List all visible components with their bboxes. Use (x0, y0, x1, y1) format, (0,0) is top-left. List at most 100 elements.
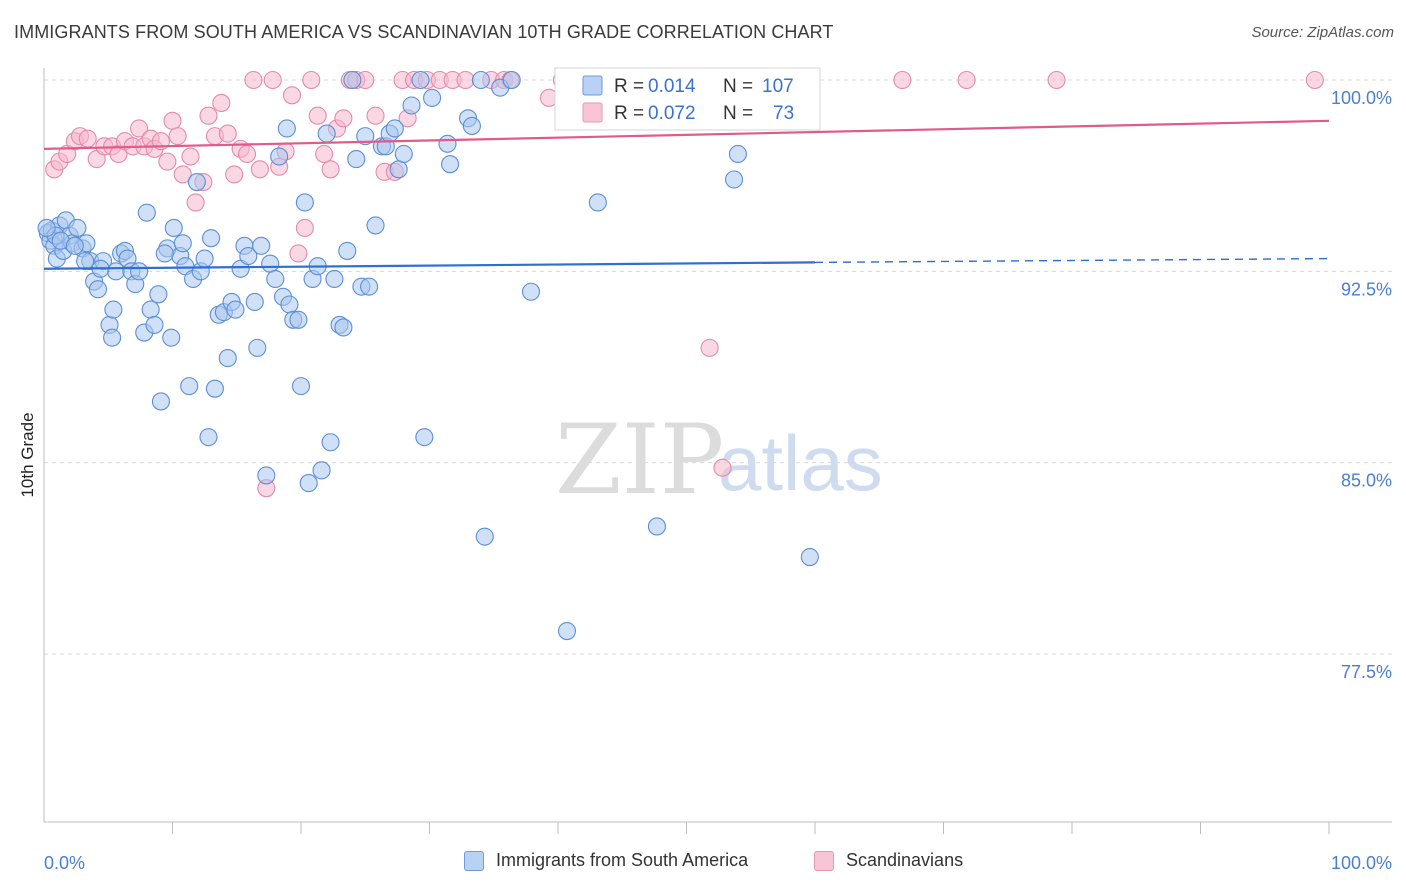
point-south-america-50 (226, 300, 245, 319)
point-south-america-91 (411, 70, 430, 90)
legend-n-value-1: 73 (773, 103, 794, 124)
point-scandinavian-12 (130, 119, 149, 138)
point-scandinavian-40 (302, 70, 321, 90)
point-south-america-63 (280, 295, 299, 314)
point-scandinavian-20 (173, 165, 192, 184)
point-south-america-36 (173, 234, 192, 253)
point-scandinavian-43 (321, 160, 340, 179)
point-south-america-81 (360, 277, 379, 296)
point-south-america-34 (164, 218, 183, 238)
trend-lines (43, 119, 1330, 270)
point-south-america-60 (270, 147, 289, 166)
point-south-america-48 (218, 349, 237, 368)
point-south-america-40 (187, 172, 206, 192)
point-south-america-44 (202, 229, 221, 248)
point-scandinavian-72 (1305, 70, 1324, 90)
point-scandinavian-67 (700, 338, 719, 357)
watermark: ZIP atlas (555, 404, 883, 516)
point-scandinavian-32 (250, 160, 269, 179)
legend-swatch-pink (582, 102, 603, 123)
x-tick-label-1: 100.0% (1331, 853, 1392, 873)
point-south-america-78 (343, 70, 362, 90)
point-south-america-62 (277, 119, 296, 138)
point-south-america-88 (389, 160, 408, 179)
y-tick-label-2: 92.5% (1341, 279, 1392, 299)
legend-swatch-blue (582, 75, 603, 96)
point-south-america-106 (724, 170, 744, 189)
legend-n-label-0: N = (723, 76, 753, 97)
point-scandinavian-34 (263, 70, 282, 90)
point-scandinavian-22 (186, 193, 205, 212)
point-scandinavian-5 (78, 129, 97, 148)
legend-label-south-america: Immigrants from South America (496, 850, 749, 870)
point-south-america-71 (312, 461, 331, 480)
point-south-america-112 (65, 236, 84, 255)
point-south-america-99 (475, 527, 494, 546)
point-south-america-57 (257, 466, 276, 485)
legend-bottom: Immigrants from South America Scandinavi… (0, 850, 1406, 878)
point-scandinavian-21 (181, 147, 200, 166)
point-scandinavian-41 (308, 106, 327, 125)
point-scandinavian-18 (163, 111, 182, 130)
legend-r-value-0: 0.014 (648, 76, 696, 97)
point-south-america-97 (462, 116, 481, 135)
point-south-america-104 (588, 193, 607, 212)
point-scandinavian-69 (893, 70, 912, 90)
point-south-america-89 (394, 144, 413, 164)
gridlines (44, 79, 1392, 655)
point-scandinavian-27 (218, 124, 237, 143)
point-scandinavian-30 (237, 144, 257, 164)
point-scandinavian-19 (168, 127, 187, 146)
point-south-america-54 (245, 292, 264, 311)
point-south-america-29 (145, 315, 164, 334)
point-south-america-87 (385, 119, 404, 138)
point-south-america-76 (334, 318, 353, 337)
point-south-america-83 (366, 216, 385, 235)
point-south-america-18 (103, 328, 122, 347)
point-south-america-72 (317, 124, 336, 143)
point-south-america-102 (521, 282, 541, 301)
point-south-america-28 (141, 300, 160, 319)
point-south-america-31 (151, 392, 170, 411)
point-south-america-108 (800, 548, 819, 567)
point-scandinavian-45 (334, 109, 353, 128)
point-south-america-56 (252, 236, 271, 255)
point-scandinavian-58 (456, 70, 475, 90)
point-scandinavian-26 (212, 93, 231, 113)
point-south-america-77 (338, 241, 357, 260)
point-south-america-66 (291, 377, 311, 396)
legend-item-south-america: Immigrants from South America (464, 850, 748, 871)
point-south-america-73 (321, 433, 340, 452)
point-scandinavian-31 (244, 70, 263, 90)
watermark-zip: ZIP (555, 404, 724, 516)
watermark-atlas: atlas (718, 419, 883, 507)
legend-n-label-1: N = (723, 103, 753, 124)
legend-item-scandinavians: Scandinavians (814, 850, 963, 871)
point-south-america-105 (647, 517, 666, 536)
point-scandinavian-42 (315, 144, 334, 164)
point-south-america-98 (471, 70, 490, 90)
source-label: Source: ZipAtlas.com (1251, 24, 1394, 41)
y-tick-label-3: 100.0% (1331, 88, 1392, 108)
point-south-america-82 (356, 127, 375, 146)
trend-scandinavians (43, 119, 1330, 150)
point-south-america-116 (155, 244, 174, 263)
point-south-america-79 (347, 150, 366, 169)
point-south-america-43 (199, 428, 218, 447)
point-south-america-55 (248, 338, 267, 357)
point-south-america-107 (728, 144, 747, 164)
point-south-america-38 (180, 377, 199, 396)
point-south-america-93 (423, 88, 442, 107)
tick-labels: 77.5% 85.0% 92.5% 100.0% 0.0% 100.0% (44, 88, 1392, 873)
point-scandinavian-70 (957, 70, 976, 90)
point-south-america-42 (195, 249, 214, 268)
point-south-america-74 (325, 269, 344, 289)
point-south-america-53 (239, 246, 258, 266)
point-scandinavian-24 (199, 106, 218, 125)
y-tick-label-1: 85.0% (1341, 471, 1392, 491)
point-scandinavian-28 (225, 165, 244, 184)
point-south-america-113 (76, 252, 95, 271)
point-south-america-15 (88, 280, 108, 299)
point-scandinavian-68 (713, 458, 732, 477)
